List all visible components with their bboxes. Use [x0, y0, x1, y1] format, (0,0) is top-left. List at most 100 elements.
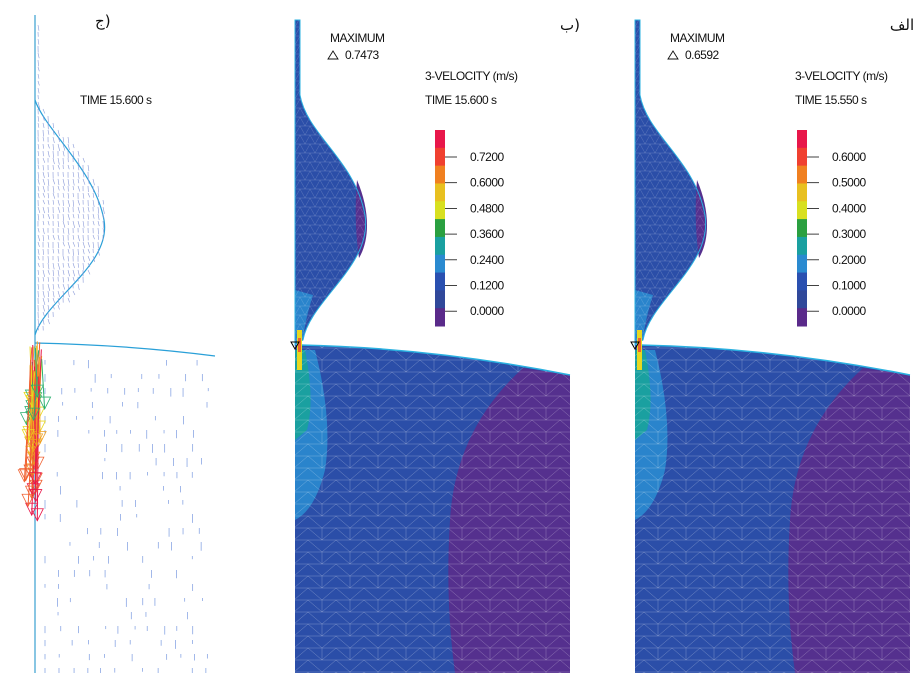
arrow: [73, 172, 74, 177]
colorbar-segment: [797, 166, 807, 184]
arrow: [73, 144, 74, 148]
colorbar-label: 0.3600: [470, 227, 505, 241]
arrow: [88, 270, 90, 274]
colorbar-segment: [435, 201, 445, 219]
arrow: [48, 263, 49, 269]
interface-curve: [35, 343, 215, 356]
arrow: [58, 242, 59, 248]
arrow: [103, 228, 104, 234]
arrow: [38, 53, 39, 58]
arrow: [63, 151, 64, 156]
colorbar-label: 0.4000: [832, 201, 867, 215]
arrow: [43, 214, 44, 218]
arrow: [43, 186, 45, 192]
arrow: [38, 116, 39, 122]
arrow: [38, 319, 39, 326]
colorbar-segment: [797, 237, 807, 255]
colorbar-segment: [435, 183, 445, 201]
arrow: [43, 179, 45, 185]
arrow: [58, 249, 59, 254]
arrow: [98, 221, 99, 226]
arrow: [68, 249, 69, 254]
colorbar-segment: [797, 219, 807, 237]
colorbar-segment: [435, 255, 445, 273]
colorbar-label: 0.0000: [470, 304, 505, 318]
arrow: [78, 235, 80, 241]
arrow: [68, 214, 70, 220]
arrow: [53, 186, 54, 193]
panel-label: ب): [560, 16, 580, 34]
arrow: [53, 144, 54, 150]
arrow: [98, 228, 99, 234]
arrow: [78, 221, 80, 227]
arrow: [58, 270, 59, 276]
arrow: [73, 165, 74, 169]
colorbar-label: 0.5000: [832, 176, 867, 190]
arrow: [43, 207, 45, 213]
maximum-value: 0.7473: [345, 48, 380, 62]
arrow: [58, 144, 60, 151]
arrow: [73, 186, 74, 190]
arrow: [58, 263, 60, 270]
arrow: [38, 235, 40, 241]
arrow: [43, 165, 44, 170]
colorbar-segment: [435, 130, 445, 148]
arrow: [63, 179, 65, 186]
colorbar-segment: [435, 308, 445, 326]
mesh: [295, 345, 570, 673]
arrow: [68, 165, 69, 169]
arrow: [38, 256, 39, 260]
arrow: [43, 144, 44, 149]
hot-spot: [298, 338, 301, 352]
arrow: [43, 277, 44, 281]
quantity-label: 3-VELOCITY (m/s): [795, 69, 888, 83]
arrow: [73, 214, 74, 218]
arrow: [48, 172, 49, 177]
colorbar-segment: [797, 183, 807, 201]
arrow: [68, 137, 69, 144]
arrow: [43, 319, 44, 325]
colorbar-segment: [797, 201, 807, 219]
time-label: TIME 15.550 s: [795, 93, 867, 107]
arrow: [58, 207, 60, 213]
arrow: [68, 256, 69, 261]
arrow: [48, 221, 49, 225]
arrow: [53, 158, 54, 164]
arrow: [38, 60, 39, 66]
colorbar-segment: [797, 148, 807, 166]
arrow: [38, 242, 39, 247]
arrow: [48, 270, 50, 275]
arrow: [78, 270, 79, 276]
arrow: [58, 305, 59, 309]
arrow: [38, 74, 39, 79]
colorbar-segment: [435, 237, 445, 255]
arrow: [38, 179, 39, 184]
arrow: [53, 235, 55, 240]
arrow: [73, 200, 74, 207]
arrow: [88, 207, 89, 212]
arrow: [88, 193, 90, 197]
arrow: [48, 193, 49, 198]
arrow: [48, 200, 49, 205]
arrow: [48, 179, 49, 186]
arrow: [43, 137, 44, 141]
arrow: [68, 228, 69, 235]
colorbar-label: 0.7200: [470, 150, 505, 164]
arrow: [63, 242, 65, 246]
arrow: [68, 144, 69, 150]
colorbar-segment: [797, 290, 807, 308]
arrow: [48, 298, 49, 302]
arrow: [63, 186, 64, 191]
arrow: [68, 298, 70, 302]
arrow: [58, 221, 59, 227]
arrow: [48, 151, 49, 157]
arrow: [38, 67, 39, 71]
arrow: [43, 305, 45, 311]
arrow: [83, 207, 84, 213]
arrow: [58, 158, 59, 165]
arrow: [63, 193, 64, 198]
vector-panel: ج) TIME 15.600 s: [18, 12, 215, 673]
arrow: [43, 270, 45, 277]
arrow: [43, 298, 45, 305]
arrow: [88, 249, 90, 253]
